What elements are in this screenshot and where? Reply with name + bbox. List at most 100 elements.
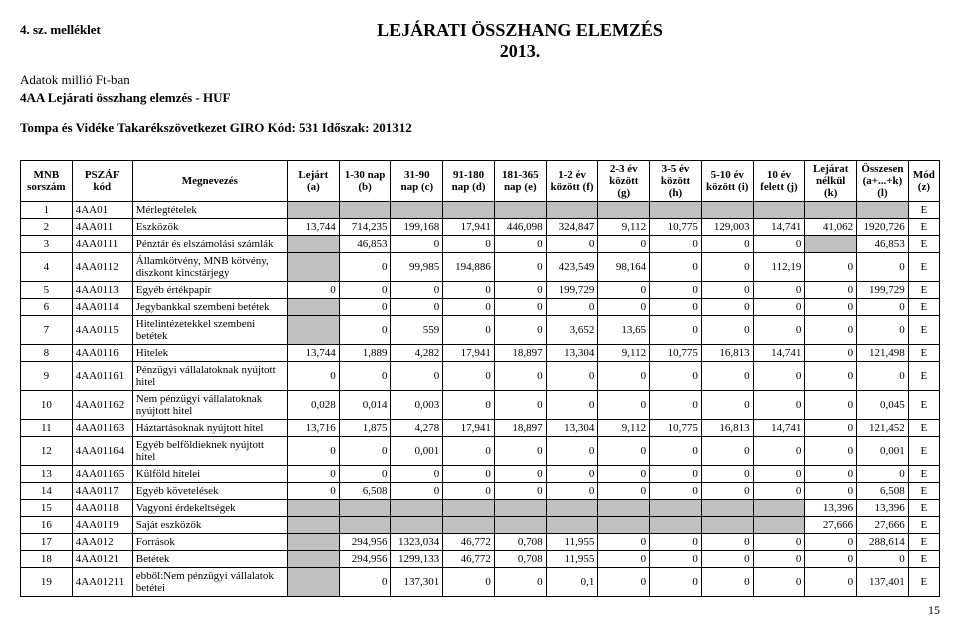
cell-value: 137,401	[857, 568, 909, 597]
cell-value	[287, 202, 339, 219]
cell-value: 0	[701, 551, 753, 568]
cell-value: 0	[701, 299, 753, 316]
cell-value: 137,301	[391, 568, 443, 597]
table-row: 174AA012Források294,9561323,03446,7720,7…	[21, 534, 940, 551]
cell-value: 0	[494, 316, 546, 345]
cell-mnb: 11	[21, 420, 73, 437]
cell-megnevezes: Egyéb követelések	[132, 483, 287, 500]
cell-mnb: 16	[21, 517, 73, 534]
main-title-1: LEJÁRATI ÖSSZHANG ELEMZÉS	[340, 20, 700, 41]
cell-mod: E	[908, 282, 939, 299]
cell-mnb: 3	[21, 236, 73, 253]
cell-value	[650, 202, 702, 219]
cell-value	[287, 299, 339, 316]
cell-value: 9,112	[598, 420, 650, 437]
cell-value	[753, 202, 805, 219]
cell-value: 1299,133	[391, 551, 443, 568]
cell-value: 0	[546, 466, 598, 483]
cell-value: 46,772	[443, 551, 495, 568]
cell-value: 0	[701, 568, 753, 597]
cell-value: 0	[598, 236, 650, 253]
table-row: 154AA0118Vagyoni érdekeltségek13,39613,3…	[21, 500, 940, 517]
col-header: PSZÁF kód	[72, 161, 132, 202]
cell-megnevezes: Pénztár és elszámolási számlák	[132, 236, 287, 253]
cell-kod: 4AA01164	[72, 437, 132, 466]
cell-value	[805, 202, 857, 219]
cell-value	[701, 500, 753, 517]
cell-value: 0	[494, 391, 546, 420]
cell-value: 0	[391, 299, 443, 316]
cell-value: 0	[443, 391, 495, 420]
cell-value: 0	[339, 316, 391, 345]
cell-value	[598, 517, 650, 534]
cell-value: 446,098	[494, 219, 546, 236]
cell-kod: 4AA0119	[72, 517, 132, 534]
cell-value	[287, 236, 339, 253]
cell-value: 6,508	[857, 483, 909, 500]
cell-value: 0	[339, 299, 391, 316]
cell-value: 0	[805, 316, 857, 345]
cell-value: 0	[339, 362, 391, 391]
cell-value: 0	[339, 568, 391, 597]
cell-value: 294,956	[339, 551, 391, 568]
cell-value: 10,775	[650, 345, 702, 362]
cell-mnb: 12	[21, 437, 73, 466]
col-header: 91-180 nap (d)	[443, 161, 495, 202]
table-row: 104AA01162Nem pénzügyi vállalatoknak nyú…	[21, 391, 940, 420]
cell-mnb: 10	[21, 391, 73, 420]
page-number: 15	[20, 603, 940, 618]
cell-value: 13,304	[546, 345, 598, 362]
cell-value: 13,716	[287, 420, 339, 437]
cell-value: 294,956	[339, 534, 391, 551]
cell-value: 11,955	[546, 534, 598, 551]
cell-value	[287, 534, 339, 551]
cell-value: 16,813	[701, 345, 753, 362]
cell-value: 0	[650, 483, 702, 500]
cell-value: 0	[598, 534, 650, 551]
cell-value	[494, 517, 546, 534]
cell-value: 46,853	[857, 236, 909, 253]
cell-value: 6,508	[339, 483, 391, 500]
cell-value: 0	[805, 437, 857, 466]
cell-value: 0	[805, 466, 857, 483]
cell-value: 0	[339, 466, 391, 483]
cell-value	[598, 500, 650, 517]
cell-value: 0	[857, 316, 909, 345]
cell-value: 13,744	[287, 219, 339, 236]
cell-value: 0	[339, 282, 391, 299]
cell-value: 14,741	[753, 420, 805, 437]
cell-value: 46,853	[339, 236, 391, 253]
col-header: 31-90 nap (c)	[391, 161, 443, 202]
cell-value: 0	[598, 437, 650, 466]
cell-value: 16,813	[701, 420, 753, 437]
cell-value: 0	[650, 551, 702, 568]
cell-value	[546, 517, 598, 534]
cell-megnevezes: Egyéb belföldieknek nyújtott hitel	[132, 437, 287, 466]
cell-value	[805, 236, 857, 253]
cell-value: 0	[857, 551, 909, 568]
cell-value	[546, 202, 598, 219]
cell-value	[857, 202, 909, 219]
cell-value: 0,708	[494, 534, 546, 551]
cell-kod: 4AA0121	[72, 551, 132, 568]
cell-value	[287, 551, 339, 568]
cell-value: 199,729	[857, 282, 909, 299]
cell-megnevezes: Betétek	[132, 551, 287, 568]
cell-value: 0	[650, 299, 702, 316]
cell-value	[339, 202, 391, 219]
subtitle: 4AA Lejárati összhang elemzés - HUF	[20, 90, 412, 106]
cell-value: 0	[857, 466, 909, 483]
cell-value: 17,941	[443, 420, 495, 437]
cell-value	[443, 517, 495, 534]
cell-mnb: 13	[21, 466, 73, 483]
cell-value: 14,741	[753, 219, 805, 236]
cell-kod: 4AA01165	[72, 466, 132, 483]
cell-value: 0	[753, 316, 805, 345]
cell-value: 9,112	[598, 219, 650, 236]
cell-value	[546, 500, 598, 517]
cell-value: 0	[753, 282, 805, 299]
table-row: 114AA01163Háztartásoknak nyújtott hitel1…	[21, 420, 940, 437]
cell-kod: 4AA01161	[72, 362, 132, 391]
cell-mnb: 6	[21, 299, 73, 316]
cell-value	[494, 500, 546, 517]
